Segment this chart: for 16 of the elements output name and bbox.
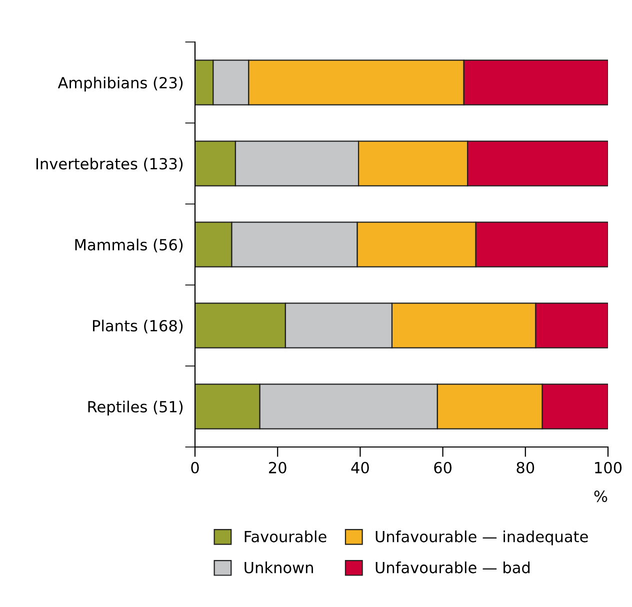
x-tick-label: 0 [191,462,199,474]
x-tick-label: 60 [434,462,452,474]
legend-label: Favourable [244,530,326,542]
x-tick-label: 20 [269,462,286,474]
x-tick-label: 80 [516,462,534,474]
y-tick-label: Plants (168) [93,320,183,334]
y-tick-label: Amphibians (23) [58,76,183,92]
legend-label: Unknown [244,562,313,574]
x-tick-label: 100 [595,462,622,474]
x-tick-label: 40 [351,462,369,474]
y-tick-label: Reptiles (51) [88,400,183,416]
y-tick-label: Mammals (56) [75,238,183,252]
y-tick-label: Invertebrates (133) [36,158,183,172]
legend-label: Unfavourable — bad [376,562,530,574]
x-axis-title: % [594,490,608,502]
legend-label: Unfavourable — inadequate [376,530,588,546]
